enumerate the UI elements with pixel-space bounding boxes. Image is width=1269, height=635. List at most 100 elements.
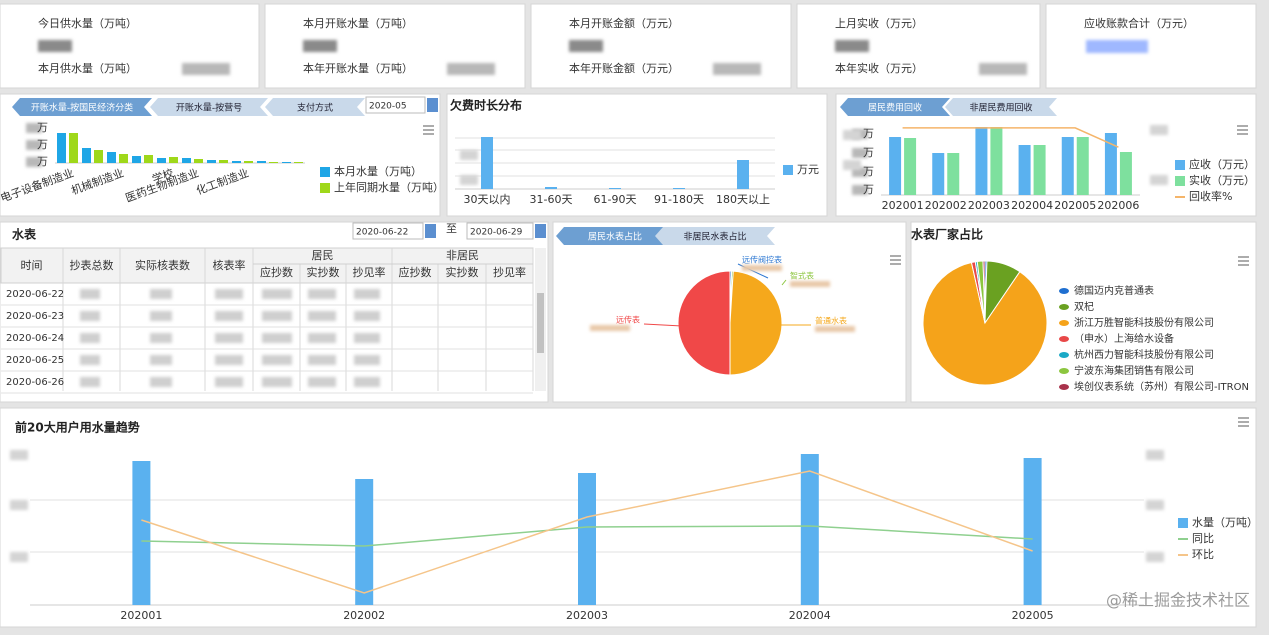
x-tick-label: 30天以内 [464,192,511,206]
bar [889,137,902,195]
scrollbar-thumb[interactable] [537,293,544,353]
tab[interactable] [945,98,1057,116]
panel [0,407,1257,628]
legend-label[interactable]: 宁波东海集团销售有限公司 [1074,364,1194,377]
bar [169,157,178,163]
tab-label[interactable]: 居民水表占比 [588,231,642,243]
x-tick-label: 202005 [1012,609,1054,622]
bar [545,187,557,189]
blurred-value [10,552,28,562]
legend-label[interactable]: 实收（万元） [1189,173,1255,187]
date-value[interactable]: 2020-06-29 [470,228,523,238]
legend-swatch [1059,336,1069,342]
table-title: 水表 [12,227,37,242]
x-tick-label: 202006 [1097,199,1139,212]
x-tick-label: 202001 [882,199,924,212]
legend-label[interactable]: 上年同期水量（万吨） [334,180,444,194]
blurred-value [80,333,100,343]
x-tick-label: 202001 [120,609,162,622]
blurred-value [447,63,495,75]
table-header-cell: 抄见率 [493,265,526,279]
x-tick-label: 202004 [1011,199,1053,212]
blurred-value [308,355,336,365]
blurred-value [262,355,292,365]
bar [69,133,78,163]
bar [932,153,945,195]
bar [990,127,1003,195]
legend-label[interactable]: 应收（万元） [1189,157,1255,171]
calendar-icon[interactable] [427,98,438,112]
bar [232,161,241,163]
bar [132,156,141,163]
bar [578,473,596,605]
pie-label: 智式表 [790,271,814,281]
x-tick-label: 31-60天 [530,193,573,206]
y-axis-unit: 万 [863,165,874,178]
bar [219,160,228,163]
date-value[interactable]: 2020-06-22 [356,228,408,238]
legend-label[interactable]: 德国迈内克普通表 [1074,284,1154,297]
blurred-value [215,289,243,299]
table-header-cell: 实际核表数 [135,258,190,272]
legend-label[interactable]: （申水）上海给水设备 [1074,332,1174,345]
blurred-value [569,40,603,52]
blurred-value [80,311,100,321]
table-cell: 2020-06-25 [6,355,64,366]
legend-label[interactable]: 同比 [1192,532,1214,545]
pie-slice [922,261,1048,386]
tab[interactable] [150,98,268,116]
tab[interactable] [556,227,674,245]
blurred-value [979,63,1027,75]
date-input[interactable] [352,222,424,240]
date-input[interactable] [466,222,534,240]
legend-label[interactable]: 万元 [797,163,819,176]
legend-label[interactable]: 埃创仪表系统（苏州）有限公司-ITRON [1074,380,1249,393]
bar [82,148,91,163]
tab-label[interactable]: 开账水量-按国民经济分类 [31,102,133,114]
blurred-value [852,148,868,158]
tab[interactable] [840,98,950,116]
tab-label[interactable]: 支付方式 [297,102,333,114]
blurred-value [713,63,761,75]
tab-label[interactable]: 居民费用回收 [868,102,922,114]
blurred-value [1146,552,1164,562]
calendar-icon[interactable] [425,224,436,238]
blurred-value [150,355,172,365]
date-input[interactable] [365,96,426,114]
date-separator: 至 [446,222,457,235]
blurred-value [354,355,380,365]
x-tick-label: 202003 [566,609,608,622]
blurred-value [80,355,100,365]
tab-label[interactable]: 非居民费用回收 [969,102,1032,114]
bar [294,162,303,163]
legend-label[interactable]: 浙江万胜智能科技股份有限公司 [1074,316,1214,329]
legend-label[interactable]: 杭州西力智能科技股份有限公司 [1074,348,1214,361]
calendar-icon[interactable] [535,224,546,238]
tab[interactable] [655,227,775,245]
bar [904,138,917,195]
blurred-value [150,333,172,343]
tab-label[interactable]: 非居民水表占比 [683,231,746,243]
tab[interactable] [265,98,365,116]
legend-label[interactable]: 本月水量（万吨） [334,164,422,178]
legend-label[interactable]: 环比 [1192,548,1214,561]
blurred-value [1150,175,1168,185]
legend-swatch [1059,384,1069,390]
blurred-value [308,289,336,299]
legend-label[interactable]: 双杞 [1074,300,1094,313]
blurred-value [1150,125,1168,135]
bar [737,160,749,189]
legend-label[interactable]: 回收率% [1189,189,1232,203]
blurred-value [38,40,72,52]
tab-label[interactable]: 开账水量-按营号 [176,102,242,114]
bar [144,155,153,163]
legend-label[interactable]: 水量（万吨） [1192,516,1258,529]
tab[interactable] [12,98,152,116]
watermark: @稀土掘金技术社区 [1106,591,1250,610]
y-axis-unit: 万 [863,183,874,196]
table-header-cell: 实抄数 [307,265,340,279]
table-cell: 2020-06-24 [6,333,64,344]
date-value[interactable]: 2020-05 [369,102,407,112]
x-tick-label: 202004 [789,609,831,622]
bar [207,160,216,163]
